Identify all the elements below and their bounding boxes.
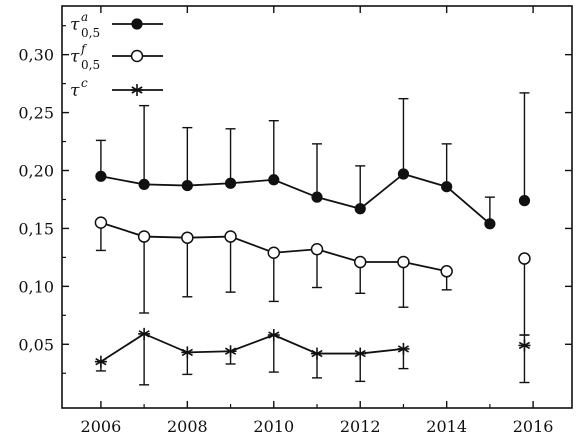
axis-ticks [62,6,572,408]
data-point [94,355,107,368]
data-point [310,243,324,256]
legend-entry: τ a 0,5 [70,10,163,40]
data-point [353,255,367,269]
data-point [441,181,453,193]
data-point [518,339,531,352]
legend-symbol: τ [70,15,80,35]
x-tick-label: 2008 [167,417,208,436]
y-tick-label: 0,20 [18,162,54,181]
data-point [354,347,367,360]
data-point [267,329,280,342]
data-point [518,195,531,207]
data-point [181,179,193,192]
x-tick-label: 2006 [81,417,122,436]
data-point [181,231,194,244]
y-tick-label: 0,30 [18,46,54,65]
data-point [267,246,281,260]
y-tick-label: 0,15 [18,219,54,238]
legend-symbol: τ [70,81,80,101]
y-tick-label: 0,05 [18,335,54,354]
data-point [224,345,237,358]
data-point [130,49,144,63]
series-markers [94,168,531,368]
series-line [100,172,491,225]
data-point [397,255,410,269]
legend-subscript: 0,5 [81,26,100,40]
data-point [268,174,280,186]
series-lines [100,172,491,363]
legend-symbol: τ [70,47,80,67]
legend-subscript: 0,5 [81,58,100,72]
x-tick-label: 2010 [253,417,294,436]
y-tick-label: 0,25 [18,104,54,123]
data-point [95,170,107,182]
data-point [138,327,151,340]
data-point [354,203,366,215]
data-point [311,347,323,360]
y-tick-labels: 0,05 0,10 0,15 0,20 0,25 0,30 [18,46,54,355]
legend-entry: τ f 0,5 [70,42,163,72]
legend-superscript: f [80,42,88,56]
legend-superscript: c [81,76,88,90]
x-tick-label: 2012 [340,417,381,436]
data-point [484,218,496,230]
data-point [397,342,410,355]
x-tick-label: 2016 [513,417,554,436]
legend-superscript: a [81,10,88,24]
data-point [311,191,323,203]
data-point [224,230,237,243]
data-point [131,18,143,30]
legend: τ a0,5τ f0,5τ c [70,10,163,101]
data-point [94,216,108,229]
data-point [137,230,151,243]
data-point [181,346,194,359]
data-point [138,178,150,191]
x-tick-labels: 2006 2008 2010 2012 2014 2016 [81,417,554,436]
data-point [397,168,410,180]
data-point [224,177,237,189]
series-line [100,332,404,363]
y-tick-label: 0,10 [18,277,54,296]
data-point [440,265,453,278]
data-point [518,252,531,265]
x-tick-label: 2014 [426,417,467,436]
data-point [131,84,143,96]
